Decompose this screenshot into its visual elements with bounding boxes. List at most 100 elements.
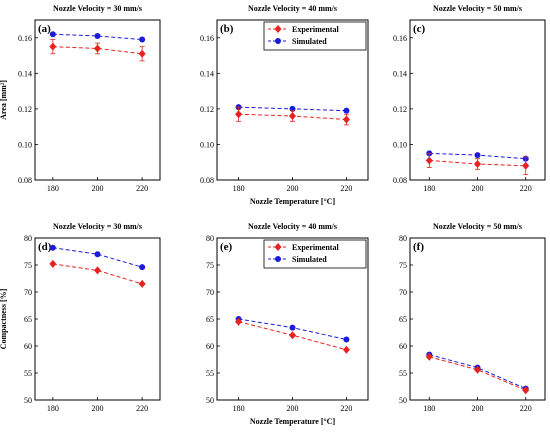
- y-tick-label: 70: [24, 288, 32, 297]
- x-tick-label: 220: [136, 184, 148, 193]
- x-tick-label: 200: [92, 184, 104, 193]
- y-axis-label: Area [mm²]: [0, 80, 8, 120]
- data-point-experimental: [138, 279, 146, 288]
- panel-label: (d): [38, 241, 52, 253]
- data-point-experimental: [94, 266, 101, 275]
- chart-title: Nozzle Velocity = 30 mm/s: [53, 4, 142, 13]
- x-tick-label: 180: [233, 404, 245, 413]
- plot-frame: [409, 237, 546, 401]
- x-tick-label: 180: [233, 184, 245, 193]
- chart-title: Nozzle Velocity = 40 mm/s: [248, 222, 337, 231]
- x-tick-label: 220: [340, 404, 352, 413]
- panel-label: (b): [220, 23, 234, 35]
- y-tick-label: 65: [399, 315, 407, 324]
- y-tick-label: 80: [206, 234, 214, 243]
- y-tick-label: 55: [206, 369, 214, 378]
- legend-marker-circle: [275, 256, 281, 262]
- legend-marker-diamond: [274, 25, 282, 33]
- data-point-simulated: [343, 107, 350, 114]
- data-point-simulated: [49, 31, 56, 38]
- x-tick-label: 200: [287, 184, 299, 193]
- y-tick-label: 0.14: [393, 69, 407, 78]
- chart-panel-b: Nozzle Velocity = 40 mm/s 0.08 0.10 0.12 0.1…: [200, 4, 369, 206]
- data-point-experimental: [342, 115, 350, 124]
- data-point-experimental: [425, 156, 433, 165]
- y-tick-label: 80: [399, 234, 407, 243]
- data-point-simulated: [94, 33, 101, 39]
- x-tick-label: 200: [92, 404, 104, 413]
- data-point-experimental: [474, 365, 481, 374]
- chart-panel-f: Nozzle Velocity = 50 mm/s 50 55 60 65 70 75 80 1…: [399, 222, 546, 413]
- legend-marker-diamond: [274, 243, 282, 251]
- x-tick-label: 200: [287, 404, 299, 413]
- y-tick-label: 0.08: [18, 176, 32, 185]
- y-tick-label: 70: [399, 288, 407, 297]
- legend-marker-circle: [275, 38, 281, 44]
- chart-title: Nozzle Velocity = 30 mm/s: [53, 222, 142, 231]
- legend: Experimental Simulated: [263, 21, 367, 51]
- y-tick-label: 60: [24, 342, 32, 351]
- y-tick-label: 0.08: [200, 176, 214, 185]
- x-tick-label: 180: [47, 404, 59, 413]
- chart-panel-c: Nozzle Velocity = 50 mm/s 0.08 0.10 0.12 0.1…: [393, 4, 546, 193]
- data-point-experimental: [94, 44, 101, 53]
- panel-label: (c): [413, 23, 426, 35]
- y-tick-label: 75: [399, 261, 407, 270]
- x-tick-label: 220: [520, 404, 532, 413]
- y-tick-label: 50: [206, 396, 214, 405]
- data-point-experimental: [474, 160, 481, 168]
- x-tick-label: 180: [47, 184, 59, 193]
- y-tick-label: 70: [206, 288, 214, 297]
- data-point-simulated: [139, 36, 146, 43]
- series-line-experimental: [52, 263, 143, 285]
- panel-label: (f): [413, 241, 424, 253]
- y-tick-label: 0.16: [393, 34, 407, 43]
- x-axis-label: Nozzle Temperature [°C]: [250, 197, 336, 206]
- y-tick-label: 0.12: [200, 105, 214, 114]
- data-point-experimental: [522, 161, 530, 170]
- y-axis-label: Compactness [%]: [0, 288, 8, 349]
- data-point-experimental: [289, 112, 296, 120]
- data-point-experimental: [522, 386, 530, 395]
- data-point-experimental: [342, 345, 350, 354]
- data-point-experimental: [235, 110, 243, 119]
- x-tick-label: 200: [472, 184, 484, 193]
- chart-panel-d: Nozzle Velocity = 30 mm/s 50 55 60 65 70 75 80 1…: [0, 222, 161, 413]
- chart-title: Nozzle Velocity = 50 mm/s: [433, 4, 522, 13]
- data-point-experimental: [289, 331, 296, 340]
- y-tick-label: 55: [24, 369, 32, 378]
- chart-title: Nozzle Velocity = 40 mm/s: [248, 4, 337, 13]
- y-tick-label: 0.14: [18, 69, 32, 78]
- chart-panel-e: Nozzle Velocity = 40 mm/s 50 55 60 65 70 75 80 1…: [206, 222, 369, 426]
- data-point-experimental: [235, 317, 243, 326]
- series-line-simulated: [52, 247, 143, 268]
- data-point-simulated: [49, 244, 56, 251]
- panel-label: (e): [220, 241, 233, 253]
- legend-label: Simulated: [292, 37, 327, 46]
- series-line-simulated: [429, 354, 526, 390]
- series-line-experimental: [429, 356, 526, 391]
- x-tick-label: 180: [423, 184, 435, 193]
- y-tick-label: 0.14: [200, 69, 214, 78]
- x-tick-label: 220: [520, 184, 532, 193]
- y-tick-label: 50: [399, 396, 407, 405]
- y-tick-label: 65: [206, 315, 214, 324]
- legend-box: [263, 21, 367, 51]
- x-tick-label: 220: [340, 184, 352, 193]
- data-point-simulated: [94, 251, 101, 258]
- y-tick-label: 55: [399, 369, 407, 378]
- legend-label: Experimental: [292, 25, 339, 34]
- panel-label: (a): [38, 23, 51, 35]
- data-point-experimental: [49, 259, 57, 268]
- y-tick-label: 0.12: [18, 105, 32, 114]
- data-point-simulated: [474, 152, 481, 159]
- series-line-simulated: [52, 33, 143, 41]
- y-tick-label: 75: [206, 261, 214, 270]
- y-tick-label: 75: [24, 261, 32, 270]
- data-point-simulated: [289, 324, 296, 331]
- y-tick-label: 0.08: [393, 176, 407, 185]
- y-tick-label: 0.16: [200, 34, 214, 43]
- data-point-experimental: [49, 42, 57, 51]
- chart-panel-a: Nozzle Velocity = 30 mm/s 0.08 0.10 0.12 0.1…: [0, 4, 161, 193]
